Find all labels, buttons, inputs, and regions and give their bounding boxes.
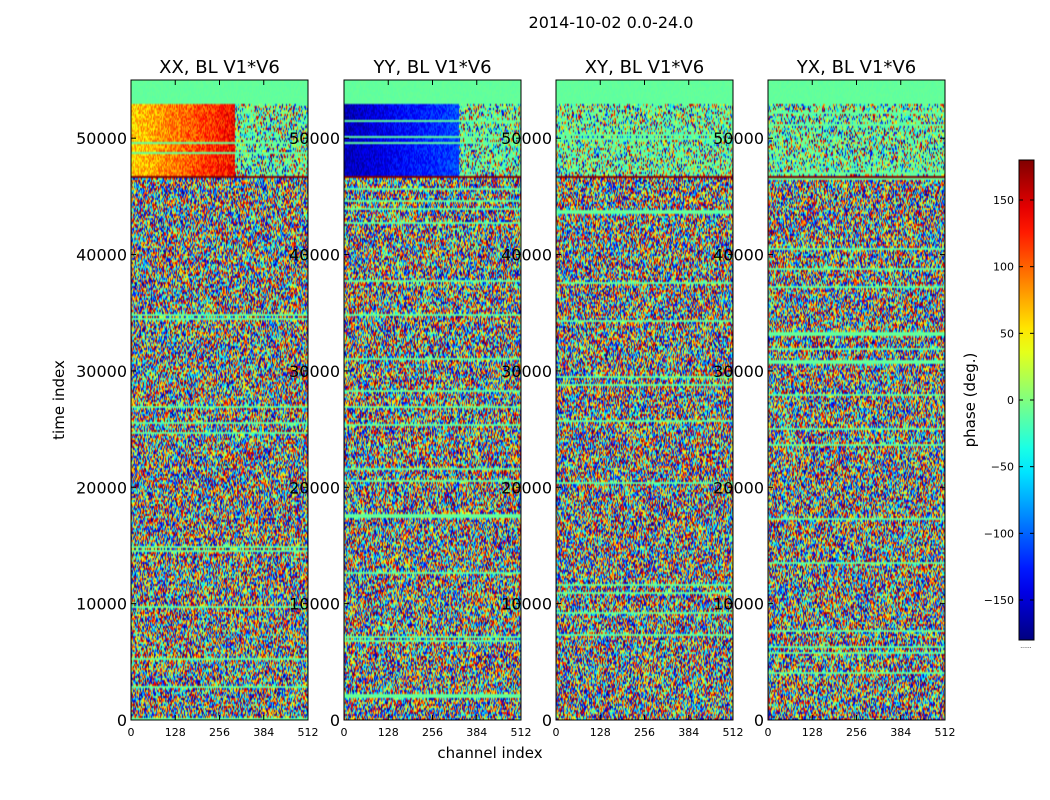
colorbar-tick-label: −100 <box>984 527 1014 540</box>
y-tick-label: 20000 <box>289 478 340 497</box>
x-tick-label: 0 <box>128 726 135 739</box>
colorbar-tick-label: 0 <box>1007 394 1014 407</box>
heatmap-panel-3: XY, BL V1*V6 0 128 256 384 512 0 10000 20000 3000… <box>501 57 743 739</box>
colorbar-tick-label: −50 <box>991 461 1014 474</box>
colorbar-tick-label: −150 <box>984 594 1014 607</box>
colorbar-label: phase (deg.) <box>961 353 979 448</box>
x-tick-label: 512 <box>511 726 532 739</box>
heatmap-panel-4: YX, BL V1*V6 0 128 256 384 512 0 10000 20000 3000… <box>713 57 955 739</box>
y-tick-label: 0 <box>542 711 552 730</box>
heatmap-panels: XX, BL V1*V6 0 128 256 384 512 0 10000 20000 3000… <box>76 57 955 739</box>
y-tick-label: 40000 <box>76 246 127 265</box>
heatmap-raster-3 <box>556 80 733 720</box>
y-tick-label: 10000 <box>713 595 764 614</box>
y-tick-label: 50000 <box>713 129 764 148</box>
heatmap-panel-1: XX, BL V1*V6 0 128 256 384 512 0 10000 20000 3000… <box>76 57 318 739</box>
x-tick-label: 128 <box>165 726 186 739</box>
heatmap-raster-2 <box>344 80 521 720</box>
colorbar-footer: ...... <box>1020 643 1032 650</box>
heatmap-panel-2: YY, BL V1*V6 0 128 256 384 512 0 10000 20000 3000… <box>289 57 531 739</box>
y-tick-label: 30000 <box>289 362 340 381</box>
y-tick-label: 20000 <box>501 478 552 497</box>
x-tick-label: 0 <box>341 726 348 739</box>
figure-title: 2014-10-02 0.0-24.0 <box>529 13 694 32</box>
y-tick-label: 0 <box>330 711 340 730</box>
x-tick-label: 256 <box>846 726 867 739</box>
y-tick-label: 50000 <box>501 129 552 148</box>
y-tick-label: 40000 <box>713 246 764 265</box>
x-tick-label: 128 <box>590 726 611 739</box>
y-tick-label: 50000 <box>289 129 340 148</box>
panel-title: XX, BL V1*V6 <box>159 57 280 78</box>
x-tick-label: 512 <box>723 726 744 739</box>
y-tick-label: 30000 <box>76 362 127 381</box>
heatmap-raster-1 <box>131 80 308 720</box>
y-tick-label: 20000 <box>76 478 127 497</box>
x-axis-label: channel index <box>437 744 542 762</box>
y-tick-label: 10000 <box>501 595 552 614</box>
colorbar-tick-label: 100 <box>993 261 1014 274</box>
x-tick-label: 256 <box>422 726 443 739</box>
x-tick-label: 384 <box>466 726 487 739</box>
x-tick-label: 0 <box>553 726 560 739</box>
y-tick-label: 0 <box>117 711 127 730</box>
panel-title: XY, BL V1*V6 <box>585 57 704 78</box>
y-tick-label: 40000 <box>501 246 552 265</box>
y-axis-label: time index <box>50 360 68 440</box>
heatmap-raster-4 <box>768 80 945 720</box>
y-tick-label: 10000 <box>76 595 127 614</box>
y-tick-label: 20000 <box>713 478 764 497</box>
y-tick-label: 40000 <box>289 246 340 265</box>
x-tick-label: 256 <box>209 726 230 739</box>
x-tick-label: 0 <box>765 726 772 739</box>
y-tick-label: 30000 <box>713 362 764 381</box>
colorbar: 150 100 50 0 −50 −100 −150 <box>984 159 1035 641</box>
y-tick-label: 30000 <box>501 362 552 381</box>
colorbar-tick-label: 150 <box>993 194 1014 207</box>
x-tick-label: 128 <box>378 726 399 739</box>
y-tick-label: 0 <box>754 711 764 730</box>
x-tick-label: 256 <box>634 726 655 739</box>
y-tick-label: 10000 <box>289 595 340 614</box>
x-tick-label: 512 <box>935 726 956 739</box>
x-tick-label: 512 <box>298 726 319 739</box>
colorbar-tick-label: 50 <box>1000 327 1014 340</box>
x-tick-label: 384 <box>253 726 274 739</box>
x-tick-label: 128 <box>802 726 823 739</box>
panel-title: YY, BL V1*V6 <box>372 57 491 78</box>
x-tick-label: 384 <box>678 726 699 739</box>
x-tick-label: 384 <box>890 726 911 739</box>
panel-title: YX, BL V1*V6 <box>796 57 916 78</box>
y-tick-label: 50000 <box>76 129 127 148</box>
